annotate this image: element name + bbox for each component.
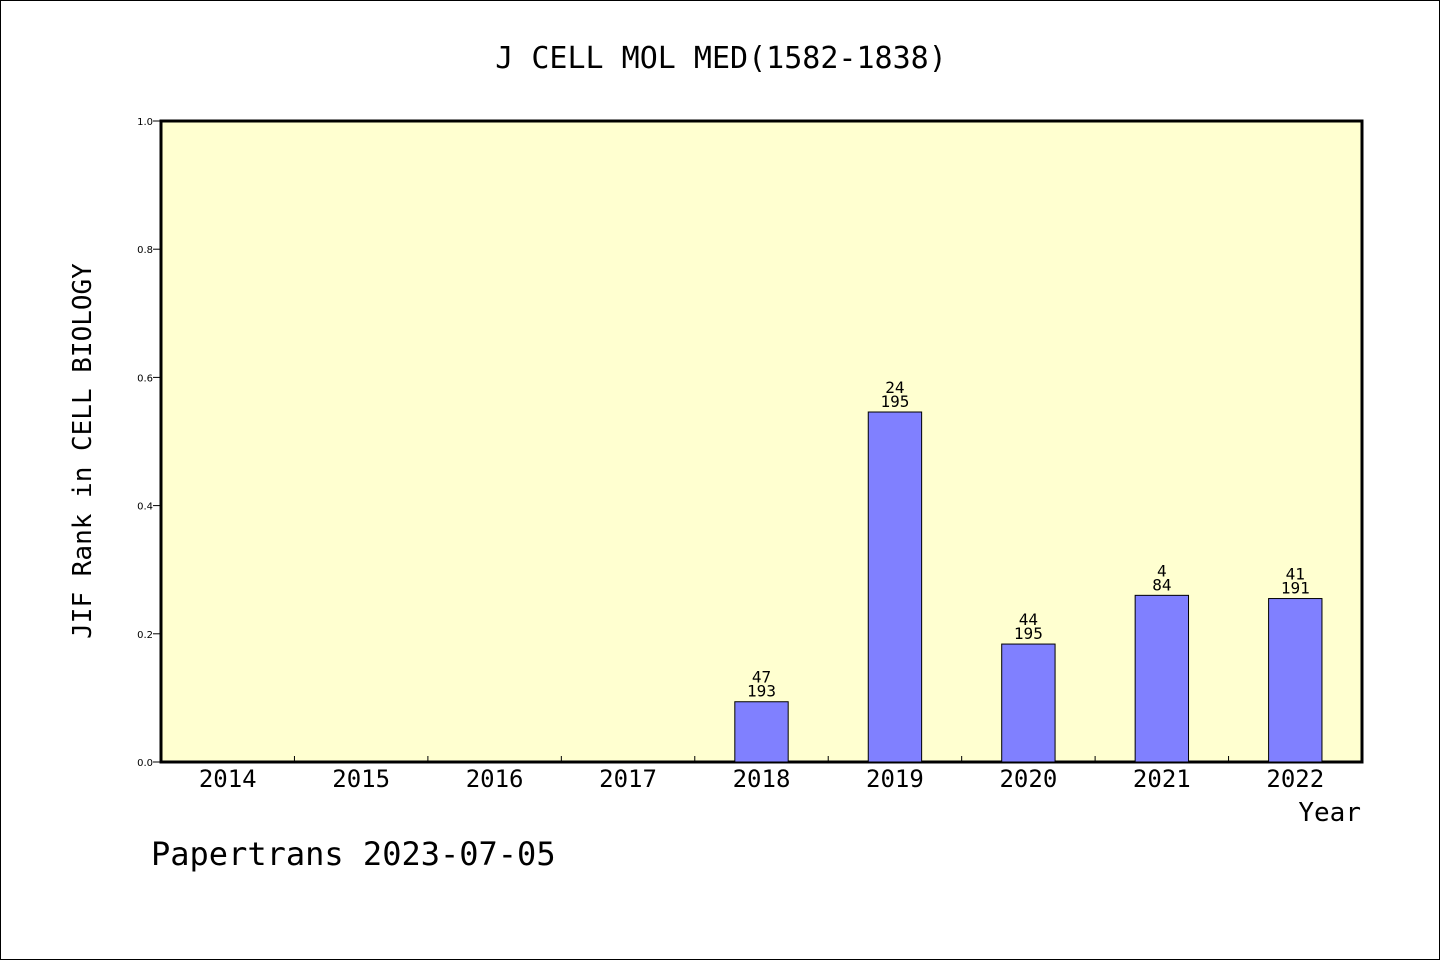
chart-title: J CELL MOL MED(1582-1838)	[495, 41, 947, 76]
footer-text: Papertrans 2023-07-05	[151, 835, 556, 873]
x-tick-label: 2014	[199, 765, 257, 793]
bar-total-label: 84	[1152, 575, 1171, 594]
y-axis-label: JIF Rank in CELL BIOLOGY	[68, 263, 98, 639]
bar-total-label: 195	[1014, 624, 1043, 643]
bar-rank-label: 4	[1157, 561, 1167, 580]
bar	[1001, 643, 1056, 763]
y-tick-label: 0.4	[137, 502, 153, 513]
x-tick-label: 2015	[332, 765, 390, 793]
y-tick-label: 0.6	[137, 373, 153, 384]
bar-total-label: 195	[880, 392, 909, 411]
bar-total-label: 191	[1281, 579, 1310, 598]
y-tick-label: 0.0	[137, 758, 153, 769]
x-tick-label: 2017	[599, 765, 657, 793]
x-tick-label: 2020	[999, 765, 1057, 793]
bar	[1134, 594, 1190, 763]
bar-total-label: 193	[747, 682, 776, 701]
y-axis: 0.0 0.2 0.4 0.6 0.8 1.0	[137, 117, 161, 769]
bar-rank-label: 44	[1019, 610, 1038, 629]
x-tick-label: 2018	[733, 765, 791, 793]
bar	[1268, 598, 1323, 763]
bar	[734, 701, 789, 763]
x-tick-label: 2016	[466, 765, 524, 793]
x-tick-label: 2021	[1133, 765, 1191, 793]
x-tick-label: 2022	[1266, 765, 1324, 793]
bar-rank-label: 41	[1286, 565, 1305, 584]
x-axis-label: Year	[1298, 798, 1361, 828]
bar-series	[734, 411, 1323, 763]
y-tick-label: 1.0	[137, 117, 153, 128]
bar-rank-label: 47	[752, 668, 771, 687]
bar	[867, 411, 923, 763]
y-tick-label: 0.8	[137, 245, 153, 256]
y-tick-label: 0.2	[137, 630, 153, 641]
x-tick-label: 2019	[866, 765, 924, 793]
x-axis: 2014 2015 2016 2017 2018 2019 2020 2021 2022	[199, 756, 1324, 793]
bar-rank-label: 24	[885, 378, 904, 397]
